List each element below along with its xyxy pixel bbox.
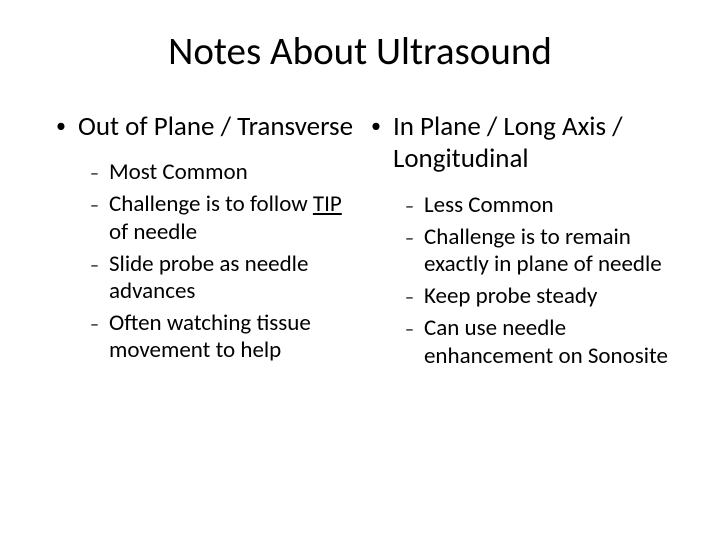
dash-marker: – xyxy=(90,310,99,338)
left-heading-text: Out of Plane / Transverse xyxy=(78,111,353,143)
right-sub-text: Can use needle enhancement on Sonosite xyxy=(424,315,670,370)
dash-marker: – xyxy=(90,159,99,187)
dash-marker: – xyxy=(90,251,99,279)
bullet-marker: • xyxy=(56,111,66,141)
dash-marker: – xyxy=(405,283,414,311)
left-sub-text: Slide probe as needle advances xyxy=(109,251,355,306)
right-sub-item: – Less Common xyxy=(365,192,670,220)
dash-marker: – xyxy=(405,224,414,252)
right-sub-item: – Challenge is to remain exactly in plan… xyxy=(365,224,670,279)
right-sub-text: Challenge is to remain exactly in plane … xyxy=(424,224,670,279)
right-sub-text: Less Common xyxy=(424,192,554,220)
left-column: • Out of Plane / Transverse – Most Commo… xyxy=(50,111,355,374)
right-sub-item: – Can use needle enhancement on Sonosite xyxy=(365,315,670,370)
right-sub-text: Keep probe steady xyxy=(424,283,597,311)
right-column: • In Plane / Long Axis / Longitudinal – … xyxy=(365,111,670,374)
left-sub-text: Often watching tissue movement to help xyxy=(109,310,355,365)
right-heading-bullet: • In Plane / Long Axis / Longitudinal xyxy=(365,111,670,176)
right-heading-text: In Plane / Long Axis / Longitudinal xyxy=(393,111,670,176)
slide-title: Notes About Ultrasound xyxy=(50,28,670,75)
left-sub-item: – Often watching tissue movement to help xyxy=(50,310,355,365)
two-column-layout: • Out of Plane / Transverse – Most Commo… xyxy=(50,111,670,374)
dash-marker: – xyxy=(405,192,414,220)
left-sub-item: – Challenge is to follow TIP of needle xyxy=(50,191,355,246)
left-sub-text: Challenge is to follow TIP of needle xyxy=(109,191,355,246)
right-sub-item: – Keep probe steady xyxy=(365,283,670,311)
bullet-marker: • xyxy=(371,111,381,141)
left-sub-item: – Most Common xyxy=(50,159,355,187)
left-sub-item: – Slide probe as needle advances xyxy=(50,251,355,306)
dash-marker: – xyxy=(405,315,414,343)
dash-marker: – xyxy=(90,191,99,219)
left-sub-text: Most Common xyxy=(109,159,248,187)
left-heading-bullet: • Out of Plane / Transverse xyxy=(50,111,355,143)
